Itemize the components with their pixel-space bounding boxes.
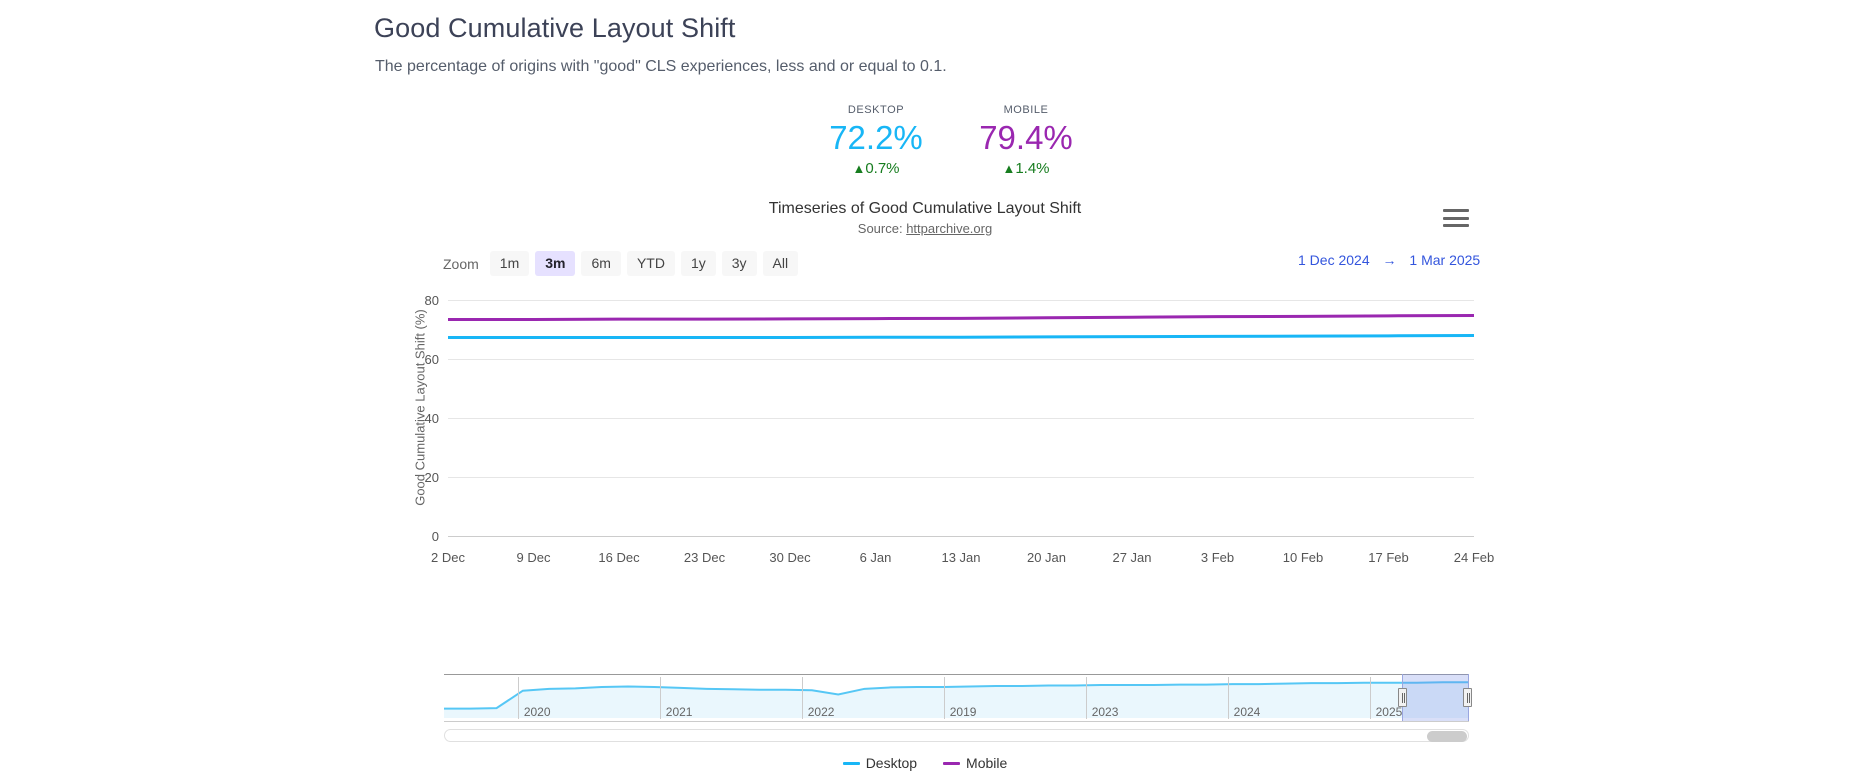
navigator-year-label: 2024 xyxy=(1227,677,1260,719)
range-button-all[interactable]: All xyxy=(762,251,799,276)
date-range-arrow-icon: → xyxy=(1382,252,1397,268)
gridline-80 xyxy=(448,300,1474,301)
range-button-1y[interactable]: 1y xyxy=(680,251,716,276)
x-tick-label: 17 Feb xyxy=(1368,550,1409,565)
x-tick-label: 16 Dec xyxy=(598,550,640,565)
chart-title: Timeseries of Good Cumulative Layout Shi… xyxy=(768,200,1082,217)
metric-desktop-label: DESKTOP xyxy=(847,104,905,116)
y-tick-0: 0 xyxy=(431,529,439,544)
menu-bar xyxy=(1443,216,1469,220)
series-container xyxy=(448,300,1474,630)
navigator-handle-left[interactable] xyxy=(1398,688,1408,707)
y-tick-80: 80 xyxy=(424,293,439,308)
metric-mobile-value: 79.4% xyxy=(979,119,1073,156)
navigator-handle-right[interactable] xyxy=(1463,688,1472,707)
range-button-1m[interactable]: 1m xyxy=(489,251,530,276)
date-range-from[interactable]: 1 Dec 2024 xyxy=(1298,252,1370,268)
legend-item-mobile[interactable]: Mobile xyxy=(943,755,1007,771)
range-button-3m[interactable]: 3m xyxy=(535,251,576,276)
metric-desktop-delta: ▲0.7% xyxy=(820,160,932,178)
range-selector-label: Zoom xyxy=(443,255,479,272)
metric-mobile-label: MOBILE xyxy=(1003,104,1049,116)
navigator-area xyxy=(444,682,1469,718)
page-subtitle: The percentage of origins with "good" CL… xyxy=(375,58,947,75)
chart-plot-area: Good Cumulative Layout Shift (%) 80 60 4… xyxy=(374,294,1495,630)
navigator-line xyxy=(444,682,1469,708)
metric-desktop-value: 72.2% xyxy=(829,119,923,156)
chart-source-link[interactable]: httparchive.org xyxy=(906,221,993,236)
legend-label-desktop: Desktop xyxy=(865,755,918,771)
x-tick-label: 9 Dec xyxy=(516,550,551,565)
chart-legend: Desktop Mobile xyxy=(0,755,1850,771)
scrollbar-thumb[interactable] xyxy=(1427,731,1467,742)
menu-bar xyxy=(1443,224,1469,227)
gridline-60 xyxy=(448,359,1474,360)
navigator-year-label: 2020 xyxy=(517,677,551,719)
chart-navigator[interactable]: 2020 2021 2022 2019 2023 2024 2025 xyxy=(444,674,1472,722)
navigator-series-svg xyxy=(444,674,1469,718)
menu-bar xyxy=(1443,209,1469,212)
metric-mobile-delta: ▲1.4% xyxy=(970,160,1082,178)
chart-source: Source: httparchive.org xyxy=(0,221,1850,236)
series-line-mobile xyxy=(448,316,1474,320)
delta-up-icon: ▲ xyxy=(1002,161,1016,176)
metric-summary: DESKTOP 72.2% ▲0.7% MOBILE 79.4% ▲1.4% xyxy=(820,103,1082,178)
x-tick-label: 3 Feb xyxy=(1200,550,1235,565)
gridline-40 xyxy=(448,418,1474,419)
navigator-year-label: 2022 xyxy=(801,677,834,719)
y-tick-20: 20 xyxy=(424,470,439,485)
range-button-6m[interactable]: 6m xyxy=(581,251,621,276)
hamburger-menu-icon[interactable] xyxy=(1443,207,1469,229)
range-button-ytd[interactable]: YTD xyxy=(626,251,675,276)
x-tick-label: 10 Feb xyxy=(1282,550,1324,565)
legend-item-desktop[interactable]: Desktop xyxy=(842,755,918,771)
x-tick-label: 2 Dec xyxy=(431,550,465,565)
delta-up-icon: ▲ xyxy=(852,161,866,176)
date-range-to[interactable]: 1 Mar 2025 xyxy=(1409,252,1481,268)
range-selector: Zoom 1m 3m 6m YTD 1y 3y All xyxy=(443,251,804,276)
legend-label-mobile: Mobile xyxy=(966,755,1008,771)
metric-mobile: MOBILE 79.4% ▲1.4% xyxy=(970,103,1082,178)
chart-scrollbar[interactable] xyxy=(444,729,1469,742)
x-tick-label: 24 Feb xyxy=(1453,550,1495,565)
x-axis-line xyxy=(448,536,1474,537)
page-title: Good Cumulative Layout Shift xyxy=(374,13,736,43)
x-tick-label: 13 Jan xyxy=(941,550,981,565)
navigator-year-label: 2025 xyxy=(1369,677,1402,719)
chart-source-prefix: Source: xyxy=(857,221,907,236)
date-range-inputs: 1 Dec 2024 → 1 Mar 2025 xyxy=(1298,252,1480,268)
navigator-selection-mask[interactable] xyxy=(1402,674,1469,722)
gridline-20 xyxy=(448,477,1474,478)
range-button-3y[interactable]: 3y xyxy=(721,251,757,276)
navigator-year-label: 2019 xyxy=(943,677,976,719)
legend-swatch-desktop xyxy=(842,761,860,765)
x-tick-label: 23 Dec xyxy=(683,550,726,565)
x-tick-label: 20 Jan xyxy=(1026,550,1067,565)
x-tick-label: 30 Dec xyxy=(769,550,811,565)
series-line-desktop xyxy=(448,336,1474,338)
metric-desktop: DESKTOP 72.2% ▲0.7% xyxy=(820,103,932,178)
navigator-year-label: 2023 xyxy=(1085,677,1118,719)
legend-swatch-mobile xyxy=(943,761,961,765)
navigator-year-label: 2021 xyxy=(659,677,692,719)
navigator-top-border xyxy=(444,674,1469,675)
y-tick-60: 60 xyxy=(424,352,439,367)
y-tick-40: 40 xyxy=(424,411,439,426)
series-svg xyxy=(448,300,1474,630)
metric-mobile-delta-value: 1.4% xyxy=(1015,160,1050,177)
metric-desktop-delta-value: 0.7% xyxy=(865,160,900,177)
navigator-bottom-border xyxy=(444,721,1469,722)
x-tick-label: 6 Jan xyxy=(859,550,892,565)
x-tick-label: 27 Jan xyxy=(1112,550,1152,565)
